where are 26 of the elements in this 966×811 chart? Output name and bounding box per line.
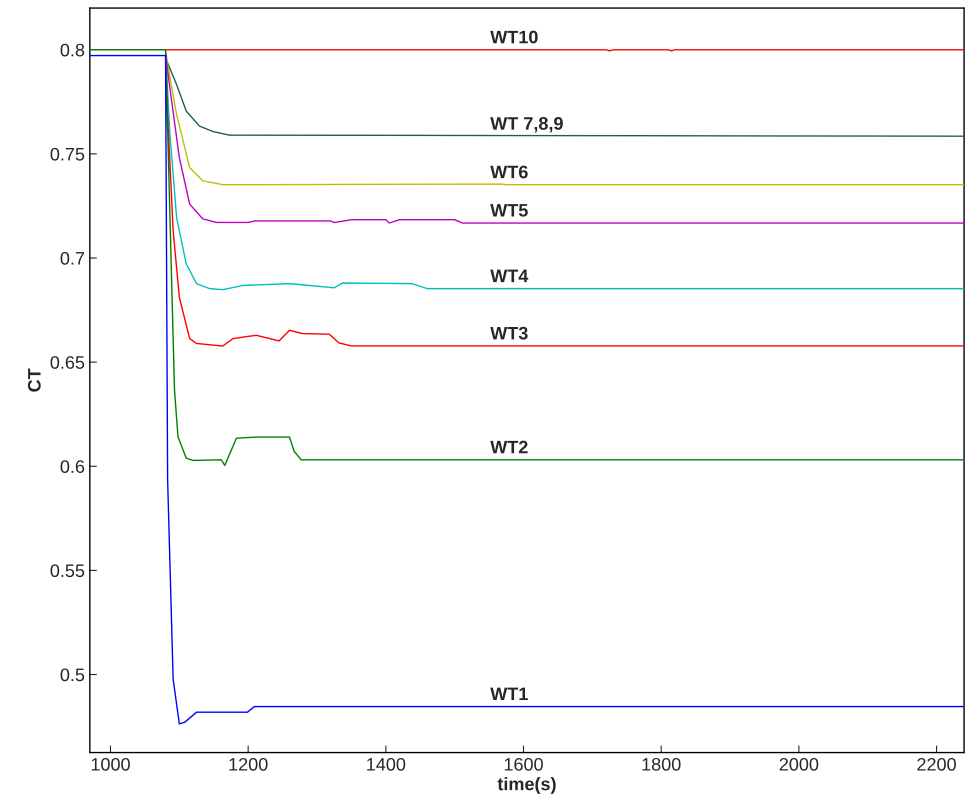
series-label: WT 7,8,9 xyxy=(490,117,563,132)
y-tick-label: 0.55 xyxy=(50,564,84,578)
y-tick-label: 0.7 xyxy=(60,252,84,265)
x-tick-label: 1800 xyxy=(642,758,681,771)
series-label: WT6 xyxy=(490,166,528,178)
y-tick-label: 0.65 xyxy=(50,356,84,369)
x-tick-label: 1600 xyxy=(504,758,543,771)
x-tick-label: 2000 xyxy=(780,758,818,771)
x-tick-label: 1000 xyxy=(92,758,130,771)
y-tick-label: 0.5 xyxy=(60,668,84,682)
x-axis-title: time(s) xyxy=(498,777,556,794)
x-tick-label: 1200 xyxy=(229,758,268,771)
series-label: WT2 xyxy=(490,440,528,454)
series-label: WT3 xyxy=(490,326,528,340)
series-label: WT1 xyxy=(490,688,528,700)
series-label: WT5 xyxy=(490,204,528,217)
series-label: WT4 xyxy=(490,270,528,282)
x-tick-label: 1400 xyxy=(367,758,406,771)
line-series xyxy=(90,49,964,466)
y-axis-title: CT xyxy=(28,368,41,392)
x-tick-label: 2200 xyxy=(917,758,956,771)
line-series xyxy=(90,54,964,725)
series-label: WT10 xyxy=(490,30,538,44)
y-tick-label: 0.6 xyxy=(60,460,84,473)
y-tick-label: 0.8 xyxy=(60,44,84,56)
y-tick-label: 0.75 xyxy=(50,148,84,161)
